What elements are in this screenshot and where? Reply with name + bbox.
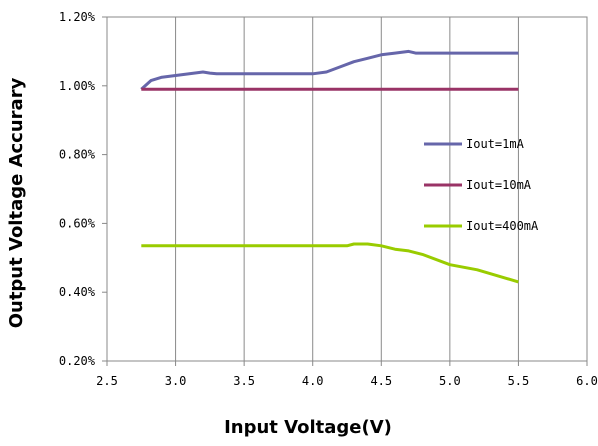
y-tick-label: 1.00% [59,79,96,93]
x-tick-label: 5.5 [508,374,530,388]
tick-labels: 2.5 3.0 3.5 4.0 4.5 5.0 5.5 6.0 0.20% 0.40% 0.60% 0… [59,10,598,388]
x-tick-label: 5.0 [439,374,461,388]
y-tick-label: 0.80% [59,148,96,162]
x-tick-label: 4.0 [302,374,324,388]
y-tick-label: 0.40% [59,285,96,299]
x-tick-label: 2.5 [96,374,118,388]
x-tick-label: 3.0 [165,374,187,388]
x-axis-title: Input Voltage(V) [224,417,392,438]
y-tick-label: 1.20% [59,10,96,24]
legend-label-iout-1ma: Iout=1mA [466,137,525,151]
legend: Iout=1mA Iout=10mA Iout=400mA [424,137,539,233]
x-tick-label: 4.5 [370,374,392,388]
y-tick-label: 0.20% [59,354,96,368]
y-tick-label: 0.60% [59,216,96,230]
y-axis-title: Output Voltage Accurary [6,77,27,328]
series-lines [140,49,519,284]
series-line-iout-1ma [140,49,519,91]
legend-label-iout-400ma: Iout=400mA [466,219,539,233]
x-tick-label: 3.5 [233,374,255,388]
series-line-iout-400ma [141,242,519,284]
x-tick-label: 6.0 [576,374,598,388]
legend-label-iout-10ma: Iout=10mA [466,178,532,192]
